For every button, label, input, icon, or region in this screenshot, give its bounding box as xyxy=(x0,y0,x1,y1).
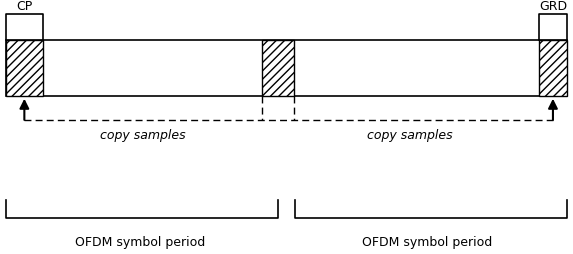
Bar xyxy=(262,41,293,97)
Text: copy samples: copy samples xyxy=(100,128,186,141)
Text: GRD: GRD xyxy=(539,0,567,13)
Bar xyxy=(6,41,567,97)
Text: copy samples: copy samples xyxy=(367,128,453,141)
Text: OFDM symbol period: OFDM symbol period xyxy=(362,235,492,248)
Bar xyxy=(539,41,567,97)
Bar xyxy=(6,41,43,97)
Text: CP: CP xyxy=(16,0,33,13)
Text: OFDM symbol period: OFDM symbol period xyxy=(75,235,206,248)
